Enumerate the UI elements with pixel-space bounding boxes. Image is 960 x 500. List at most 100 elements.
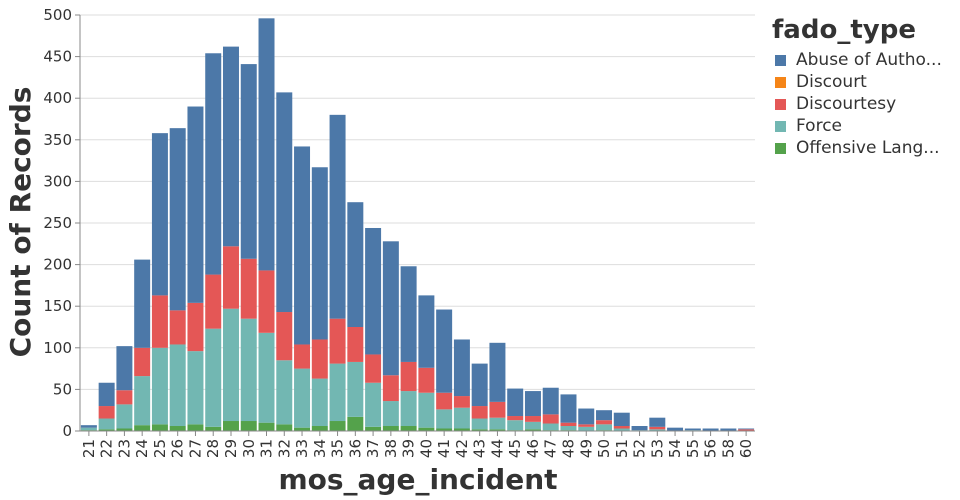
bar-segment <box>524 429 541 431</box>
bar-segment <box>400 426 417 431</box>
y-tick-label: 50 <box>53 380 72 398</box>
x-tick-label: 44 <box>488 439 506 458</box>
bar-segment <box>453 407 470 429</box>
bars <box>80 18 755 431</box>
bar-segment <box>205 328 222 427</box>
bar-segment <box>453 339 470 397</box>
bar-segment <box>507 388 524 417</box>
x-tick-label: 24 <box>133 439 151 458</box>
bar-segment <box>347 327 364 362</box>
x-tick-label: 28 <box>204 439 222 458</box>
legend-label: Discourt <box>796 72 867 92</box>
x-tick-label: 46 <box>524 439 542 458</box>
bar-segment <box>205 426 222 431</box>
bar-segment <box>311 339 328 379</box>
bar-segment <box>169 310 186 345</box>
bar-segment <box>294 146 311 345</box>
bar-segment <box>578 408 595 425</box>
bar-segment <box>98 406 115 419</box>
x-tick-label: 52 <box>631 439 649 458</box>
bar-segment <box>329 363 346 422</box>
bar-segment <box>596 410 613 421</box>
x-tick-label: 40 <box>417 439 435 458</box>
x-tick-label: 31 <box>258 439 276 458</box>
bar-segment <box>276 360 293 425</box>
bar-segment <box>258 332 275 423</box>
bar-segment <box>382 426 399 431</box>
bar-segment <box>738 428 755 430</box>
legend-swatch <box>775 55 786 66</box>
legend-label: Offensive Lang... <box>796 138 940 158</box>
x-tick-label: 56 <box>702 439 720 458</box>
x-tick-label: 41 <box>435 439 453 458</box>
legend-label: Abuse of Autho... <box>796 50 942 70</box>
bar-segment <box>276 424 293 431</box>
bar-segment <box>240 318 257 422</box>
bar-segment <box>418 427 435 431</box>
legend-swatch <box>775 121 786 132</box>
bar-segment <box>400 391 417 427</box>
bar-segment <box>524 391 541 417</box>
bar-segment <box>169 128 186 311</box>
bar-segment <box>151 133 168 296</box>
bar-segment <box>347 416 364 431</box>
bar-segment <box>400 266 417 362</box>
legend-title: fado_type <box>772 15 916 45</box>
x-tick-label: 43 <box>471 439 489 458</box>
bar-segment <box>471 418 488 430</box>
bar-segment <box>329 421 346 431</box>
bar-segment <box>134 425 151 431</box>
bar-segment <box>578 426 595 431</box>
bar-segment <box>418 392 435 428</box>
bar-segment <box>667 427 684 431</box>
bar-segment <box>471 406 488 419</box>
bar-segment <box>453 428 470 431</box>
bar-segment <box>418 295 435 368</box>
x-tick-label: 26 <box>169 439 187 458</box>
x-tick-label: 34 <box>311 439 329 458</box>
bar-segment <box>542 387 559 415</box>
bar-segment <box>382 401 399 427</box>
bar-segment <box>596 420 613 425</box>
y-tick-label: 150 <box>43 297 72 315</box>
legend: fado_type Abuse of Autho...DiscourtDisco… <box>772 15 942 158</box>
x-tick-label: 53 <box>648 439 666 458</box>
x-tick-label: 42 <box>453 439 471 458</box>
x-tick-label: 38 <box>382 439 400 458</box>
bar-segment <box>507 416 524 421</box>
bar-segment <box>382 375 399 402</box>
bar-segment <box>311 167 328 340</box>
x-tick-label: 49 <box>577 439 595 458</box>
bar-segment <box>631 426 648 431</box>
bar-segment <box>560 426 577 431</box>
x-tick-label: 55 <box>684 439 702 458</box>
bar-segment <box>613 428 630 431</box>
bar-segment <box>524 421 541 430</box>
x-tick-label: 25 <box>151 439 169 458</box>
bar-segment <box>187 424 204 431</box>
bar-segment <box>542 414 559 424</box>
legend-swatch <box>775 99 786 110</box>
bar-segment <box>240 258 257 319</box>
bar-segment <box>151 295 168 348</box>
bar-segment <box>116 390 133 405</box>
bar-segment <box>311 426 328 431</box>
bar-segment <box>134 259 151 348</box>
x-axis-title: mos_age_incident <box>278 463 557 496</box>
bar-segment <box>365 426 382 431</box>
bar-segment <box>187 351 204 425</box>
y-axis: 0 50 100 150 200 250 300 350 400 450 500 <box>43 6 81 440</box>
bar-segment <box>436 309 453 393</box>
bar-segment <box>311 378 328 427</box>
bar-segment <box>702 428 719 431</box>
bar-segment <box>365 227 382 355</box>
bar-segment <box>542 423 559 431</box>
bar-segment <box>524 416 541 422</box>
x-tick-label: 39 <box>400 439 418 458</box>
bar-segment <box>684 428 701 431</box>
bar-segment <box>240 64 257 259</box>
y-tick-label: 200 <box>43 256 72 274</box>
bar-segment <box>134 376 151 426</box>
y-tick-label: 350 <box>43 131 72 149</box>
bar-segment <box>436 409 453 429</box>
